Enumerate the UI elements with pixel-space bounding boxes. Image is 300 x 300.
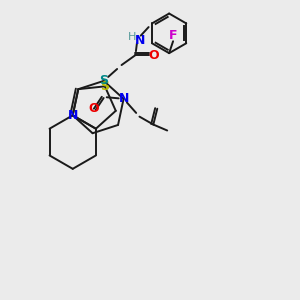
Text: N: N: [118, 92, 129, 105]
Text: S: S: [100, 80, 109, 93]
Text: H: H: [128, 32, 136, 42]
Text: O: O: [148, 49, 159, 62]
Text: S: S: [99, 74, 108, 87]
Text: F: F: [169, 29, 177, 42]
Text: O: O: [88, 102, 99, 115]
Text: N: N: [68, 109, 78, 122]
Text: N: N: [135, 34, 146, 47]
